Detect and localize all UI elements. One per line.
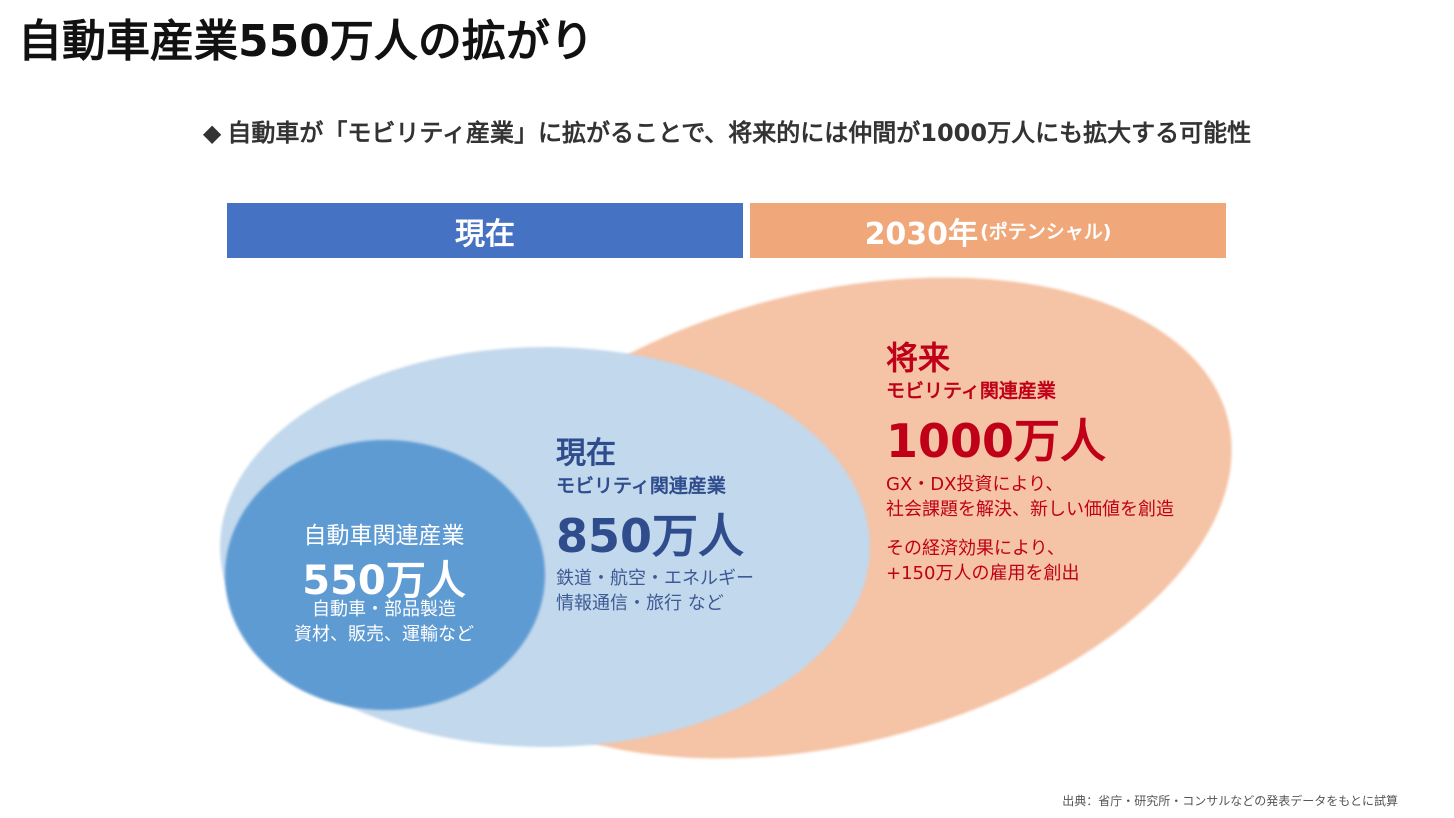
future-subheading: モビリティ関連産業 xyxy=(886,380,1056,402)
future-description-1-line-2: 社会課題を解決、新しい価値を創造 xyxy=(886,499,1174,520)
core-description: 自動車・部品製造 資材、販売、運輸など xyxy=(268,597,500,647)
core-description-line-1: 自動車・部品製造 xyxy=(312,599,456,620)
core-circle xyxy=(225,440,545,710)
timeline-bar-2030-label: 2030年 xyxy=(864,216,979,252)
future-description-2-line-2: +150万人の雇用を創出 xyxy=(886,563,1080,584)
timeline-bar-current: 現在 xyxy=(227,203,743,258)
current-description-line-1: 鉄道・航空・エネルギー xyxy=(556,568,754,589)
current-description-line-2: 情報通信・旅行 など xyxy=(556,593,724,614)
future-heading: 将来 xyxy=(886,339,951,377)
current-subheading: モビリティ関連産業 xyxy=(556,475,726,497)
future-value: 1000万人 xyxy=(886,414,1107,468)
current-heading: 現在 xyxy=(556,436,616,471)
diamond-bullet-icon: ◆ xyxy=(202,119,222,147)
core-description-line-2: 資材、販売、運輸など xyxy=(294,624,474,645)
subtitle: ◆ 自動車が「モビリティ産業」に拡がることで、将来的には仲間が1000万人にも拡大… xyxy=(0,116,1454,150)
future-description-1: GX・DX投資により、 社会課題を解決、新しい価値を創造 xyxy=(886,472,1174,522)
future-description-1-line-1: GX・DX投資により、 xyxy=(886,474,1064,495)
page-title: 自動車産業550万人の拡がり xyxy=(18,16,594,67)
timeline-bar-2030: 2030年 (ポテンシャル) xyxy=(750,203,1226,258)
future-description-2-line-1: その経済効果により、 xyxy=(886,538,1065,559)
timeline-bar-current-label: 現在 xyxy=(455,216,515,252)
current-value: 850万人 xyxy=(556,509,745,563)
core-value: 550万人 xyxy=(302,558,466,604)
future-description-2: その経済効果により、 +150万人の雇用を創出 xyxy=(886,536,1079,586)
timeline-bar-2030-note: (ポテンシャル) xyxy=(980,221,1112,243)
source-note: 出典：省庁・研究所・コンサルなどの発表データをもとに試算 xyxy=(1062,794,1398,808)
subtitle-text: 自動車が「モビリティ産業」に拡がることで、将来的には仲間が1000万人にも拡大す… xyxy=(227,119,1252,147)
current-description: 鉄道・航空・エネルギー 情報通信・旅行 など xyxy=(556,566,754,616)
core-heading: 自動車関連産業 xyxy=(303,523,465,549)
